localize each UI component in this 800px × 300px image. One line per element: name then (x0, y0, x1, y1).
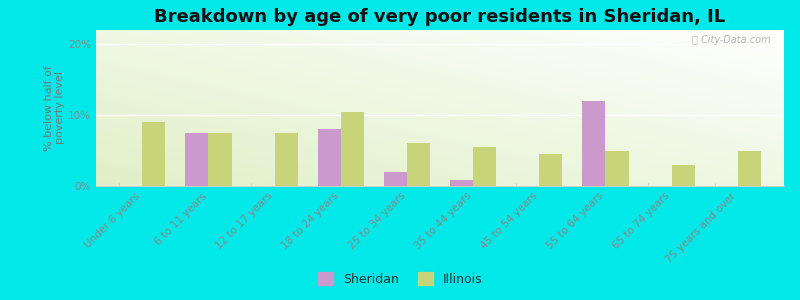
Bar (384, 172, 407, 186)
Bar (318, 129, 341, 186)
Bar (473, 147, 496, 186)
Bar (671, 165, 694, 186)
Bar (142, 122, 166, 186)
Bar (274, 133, 298, 186)
Bar (341, 112, 364, 186)
Bar (450, 180, 473, 186)
Bar (186, 133, 209, 186)
Legend: Sheridan, Illinois: Sheridan, Illinois (313, 267, 487, 291)
Y-axis label: % below half of
poverty level: % below half of poverty level (44, 65, 66, 151)
Bar (582, 101, 606, 186)
Bar (606, 151, 629, 186)
Bar (738, 151, 761, 186)
Bar (539, 154, 562, 186)
Text: ⓘ City-Data.com: ⓘ City-Data.com (692, 35, 770, 45)
Title: Breakdown by age of very poor residents in Sheridan, IL: Breakdown by age of very poor residents … (154, 8, 726, 26)
Bar (407, 143, 430, 186)
Bar (209, 133, 232, 186)
